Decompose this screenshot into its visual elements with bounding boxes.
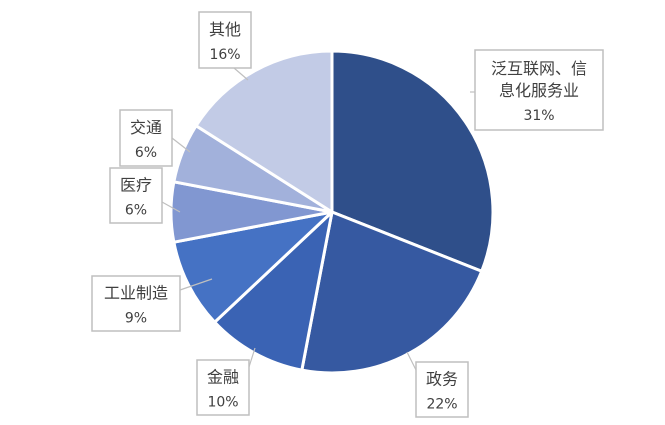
pie-slice-0	[330, 49, 495, 273]
callout-box	[119, 109, 173, 167]
callout-leader-6	[233, 67, 249, 81]
slice-callout-6: 其他 16%	[198, 11, 252, 69]
slice-percent-label: 9%	[125, 311, 147, 327]
slice-percent-label: 6%	[125, 203, 147, 219]
slice-name-label: 其他	[209, 20, 241, 39]
slice-percent-label: 31%	[523, 108, 554, 124]
callout-box	[415, 361, 469, 418]
slice-name-label: 泛互联网、信	[491, 59, 587, 78]
pie-slice-6	[194, 49, 334, 214]
callout-box	[91, 275, 181, 332]
callout-leader-2	[248, 347, 256, 368]
callout-box	[474, 49, 604, 131]
slice-callout-4: 医疗 6%	[109, 167, 163, 224]
pie-slice-2	[213, 210, 334, 372]
slice-callout-3: 工业制造 9%	[91, 275, 181, 332]
callout-leader-3	[179, 278, 213, 291]
callout-leader-1	[406, 351, 417, 371]
slice-percent-label: 22%	[426, 397, 457, 413]
callout-leader-5	[171, 137, 191, 153]
callout-box	[109, 167, 163, 224]
slice-callout-5: 交通 6%	[119, 109, 173, 167]
slice-percent-label: 10%	[207, 395, 238, 411]
callout-box	[196, 359, 250, 416]
slice-percent-label: 6%	[135, 145, 157, 161]
callout-leader-4	[161, 201, 181, 213]
slice-name-label: 政务	[426, 370, 458, 389]
slice-callout-2: 金融 10%	[196, 359, 250, 416]
slice-name-label: 工业制造	[104, 284, 168, 303]
callout-box	[198, 11, 252, 69]
slice-percent-label: 16%	[209, 47, 240, 63]
slice-name-label: 金融	[207, 368, 239, 387]
slice-callout-1: 政务 22%	[415, 361, 469, 418]
pie-slice-1	[300, 210, 484, 375]
slice-name-label: 交通	[130, 118, 162, 137]
pie-slice-3	[172, 210, 334, 324]
slice-name-label: 息化服务业	[499, 81, 579, 100]
slice-name-label: 医疗	[120, 176, 152, 195]
